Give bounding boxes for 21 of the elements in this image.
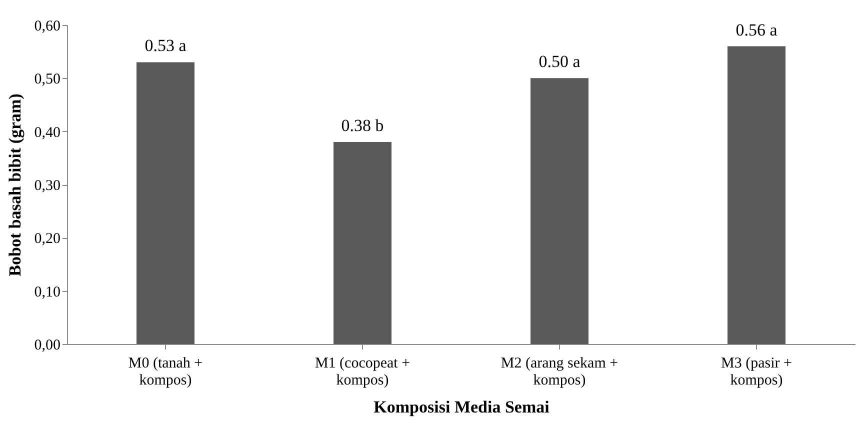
data-label: 0.38 b [341, 116, 384, 135]
data-label: 0.53 a [144, 36, 187, 56]
y-tick-label: 0,60 [34, 18, 60, 34]
y-tick-label: 0,40 [34, 124, 60, 141]
bar [136, 62, 194, 344]
y-axis-title: Bobot basah bibit (gram) [5, 94, 24, 276]
bar [530, 78, 588, 344]
bar [334, 142, 392, 344]
bar [728, 46, 786, 344]
x-tick-label: M0 (tanah + kompos) [128, 356, 203, 388]
x-axis-title: Komposisi Media Semai [374, 398, 550, 416]
y-tick-label: 0,00 [34, 338, 60, 354]
x-tick-label: M1 (cocopeat + kompos) [314, 356, 410, 388]
y-tick-label: 0,20 [34, 231, 60, 248]
y-tick-label: 0,10 [34, 284, 60, 300]
data-label: 0.50 a [538, 52, 581, 72]
data-label: 0.56 a [736, 20, 778, 40]
x-tick-label: M2 (arang sekam + kompos) [500, 356, 618, 388]
y-tick-label: 0,30 [34, 178, 60, 194]
y-tick-label: 0,50 [34, 72, 60, 88]
x-tick-label: M3 (pasir + kompos) [721, 356, 792, 388]
